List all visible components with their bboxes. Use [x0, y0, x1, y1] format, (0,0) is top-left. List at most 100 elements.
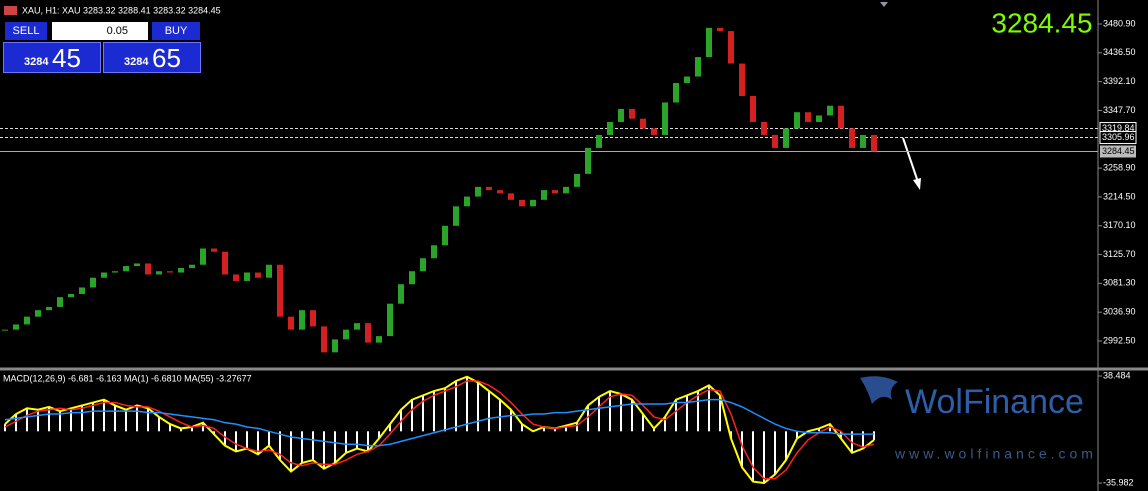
chart-icon — [4, 6, 17, 15]
candle-body — [772, 134, 778, 148]
y-tick-label: 3125.70 — [1103, 249, 1136, 259]
candle-body — [717, 27, 723, 32]
y-tick-label: 3214.50 — [1103, 191, 1136, 201]
candle-body — [167, 271, 173, 273]
candle-body — [288, 316, 294, 330]
candle-body — [134, 263, 140, 267]
histogram-bar — [4, 424, 6, 432]
candle-body — [805, 112, 811, 122]
histogram-bar — [818, 428, 820, 432]
histogram-bar — [334, 431, 336, 463]
histogram-bar — [378, 431, 380, 439]
bid-label-box — [1100, 145, 1136, 158]
y-tick-label: 38.484 — [1103, 370, 1131, 380]
candle-body — [2, 329, 8, 331]
candle-body — [299, 310, 305, 330]
histogram-bar — [477, 382, 479, 432]
histogram-bar — [609, 391, 611, 432]
candle-body — [343, 329, 349, 340]
histogram-bar — [796, 431, 798, 439]
histogram-bar — [642, 414, 644, 432]
histogram-bar — [433, 391, 435, 432]
y-tick-label: 2992.50 — [1103, 335, 1136, 345]
histogram-bar — [235, 431, 237, 452]
sell-price-prefix: 3284 — [24, 56, 49, 68]
candle-body — [574, 173, 580, 187]
histogram-bar — [587, 405, 589, 432]
candle-body — [816, 115, 822, 122]
candle-body — [398, 284, 404, 304]
histogram-bar — [136, 405, 138, 432]
sell-price-panel[interactable]: 3284 45 — [3, 42, 101, 73]
candle-body — [871, 134, 877, 152]
histogram-bar — [422, 395, 424, 432]
sell-button[interactable]: SELL — [5, 22, 47, 40]
histogram-bar — [873, 431, 875, 440]
histogram-bar — [202, 422, 204, 432]
candle-body — [387, 303, 393, 337]
y-tick-label: 3392.10 — [1103, 76, 1136, 86]
candle-body — [211, 248, 217, 252]
candle-body — [178, 267, 184, 273]
y-tick-label: 3081.30 — [1103, 278, 1136, 288]
histogram-bar — [444, 388, 446, 432]
histogram-bar — [37, 409, 39, 432]
buy-price-prefix: 3284 — [124, 56, 149, 68]
y-tick-label: 3347.70 — [1103, 105, 1136, 115]
histogram-bar — [752, 431, 754, 482]
histogram-bar — [499, 399, 501, 432]
histogram-bar — [103, 399, 105, 432]
histogram-bar — [92, 402, 94, 432]
buy-button[interactable]: BUY — [152, 22, 200, 40]
candle-body — [651, 128, 657, 135]
candle-body — [618, 108, 624, 122]
candle-body — [156, 271, 162, 275]
histogram-bar — [411, 399, 413, 432]
y-tick-label: 3258.90 — [1103, 162, 1136, 172]
histogram-bar — [48, 406, 50, 432]
candle-body — [629, 108, 635, 119]
candle-body — [596, 134, 602, 148]
histogram-bar — [125, 409, 127, 432]
y-tick-label: -35.982 — [1103, 477, 1134, 487]
candle-body — [519, 199, 525, 207]
candle-body — [838, 105, 844, 129]
histogram-bar — [26, 408, 28, 432]
histogram-bar — [191, 426, 193, 432]
candle-body — [464, 196, 470, 207]
candle-body — [684, 76, 690, 84]
candle-body — [24, 316, 30, 325]
candle-body — [46, 306, 52, 311]
candle-body — [222, 251, 228, 275]
lot-size: 0.05 — [106, 25, 128, 37]
histogram-bar — [290, 431, 292, 472]
histogram-bar — [862, 431, 864, 449]
candle-body — [255, 272, 261, 278]
candle-body — [662, 102, 668, 135]
candle-body — [563, 186, 569, 194]
candle-body — [233, 274, 239, 281]
histogram-bar — [114, 405, 116, 432]
candle-body — [453, 206, 459, 226]
candle-body — [35, 310, 41, 317]
histogram-bar — [664, 416, 666, 432]
histogram-bar — [554, 428, 556, 432]
histogram-bar — [543, 426, 545, 432]
candle-body — [530, 199, 536, 207]
signal-line — [4, 380, 875, 480]
histogram-line — [4, 375, 875, 485]
histogram-bar — [279, 431, 281, 461]
buy-price-panel[interactable]: 3284 65 — [103, 42, 201, 73]
histogram-bar — [224, 431, 226, 446]
histogram-bar — [488, 391, 490, 432]
shift-marker — [880, 2, 888, 7]
histogram-bar — [598, 396, 600, 432]
histogram-bar — [697, 391, 699, 432]
candle-body — [244, 272, 250, 281]
lot-input[interactable]: 0.05 — [52, 22, 148, 40]
arrow-head — [913, 178, 921, 190]
histogram-bar — [565, 425, 567, 432]
candle-body — [860, 134, 866, 148]
